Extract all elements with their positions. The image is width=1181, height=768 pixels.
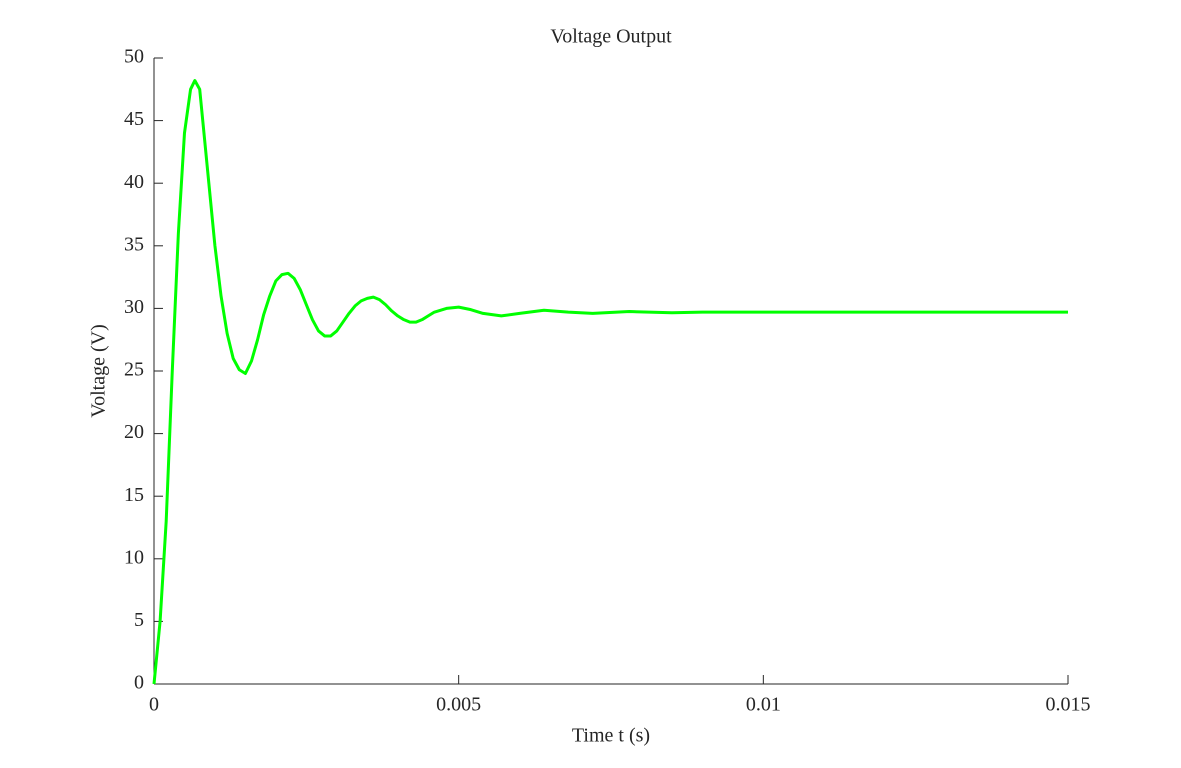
chart-title: Voltage Output	[550, 26, 672, 48]
y-tick-label: 20	[124, 421, 144, 443]
y-tick-label: 5	[134, 609, 144, 631]
y-tick-label: 30	[124, 296, 144, 318]
x-tick-label: 0	[149, 694, 159, 716]
x-tick-label: 0.015	[1046, 694, 1091, 716]
y-tick-label: 10	[124, 546, 144, 568]
y-tick-label: 50	[124, 46, 144, 68]
y-tick-label: 35	[124, 233, 144, 255]
y-tick-label: 0	[134, 672, 144, 694]
x-tick-label: 0.005	[436, 694, 481, 716]
line-series	[152, 79, 1068, 685]
y-tick-label: 15	[124, 484, 144, 506]
x-tick-label: 0.01	[746, 694, 781, 716]
y-tick-label: 45	[124, 108, 144, 130]
y-axis-label: Voltage (V)	[88, 324, 110, 418]
y-tick-label: 40	[124, 171, 144, 193]
y-tick-label: 25	[124, 359, 144, 381]
x-axis-label: Time t (s)	[572, 725, 650, 747]
